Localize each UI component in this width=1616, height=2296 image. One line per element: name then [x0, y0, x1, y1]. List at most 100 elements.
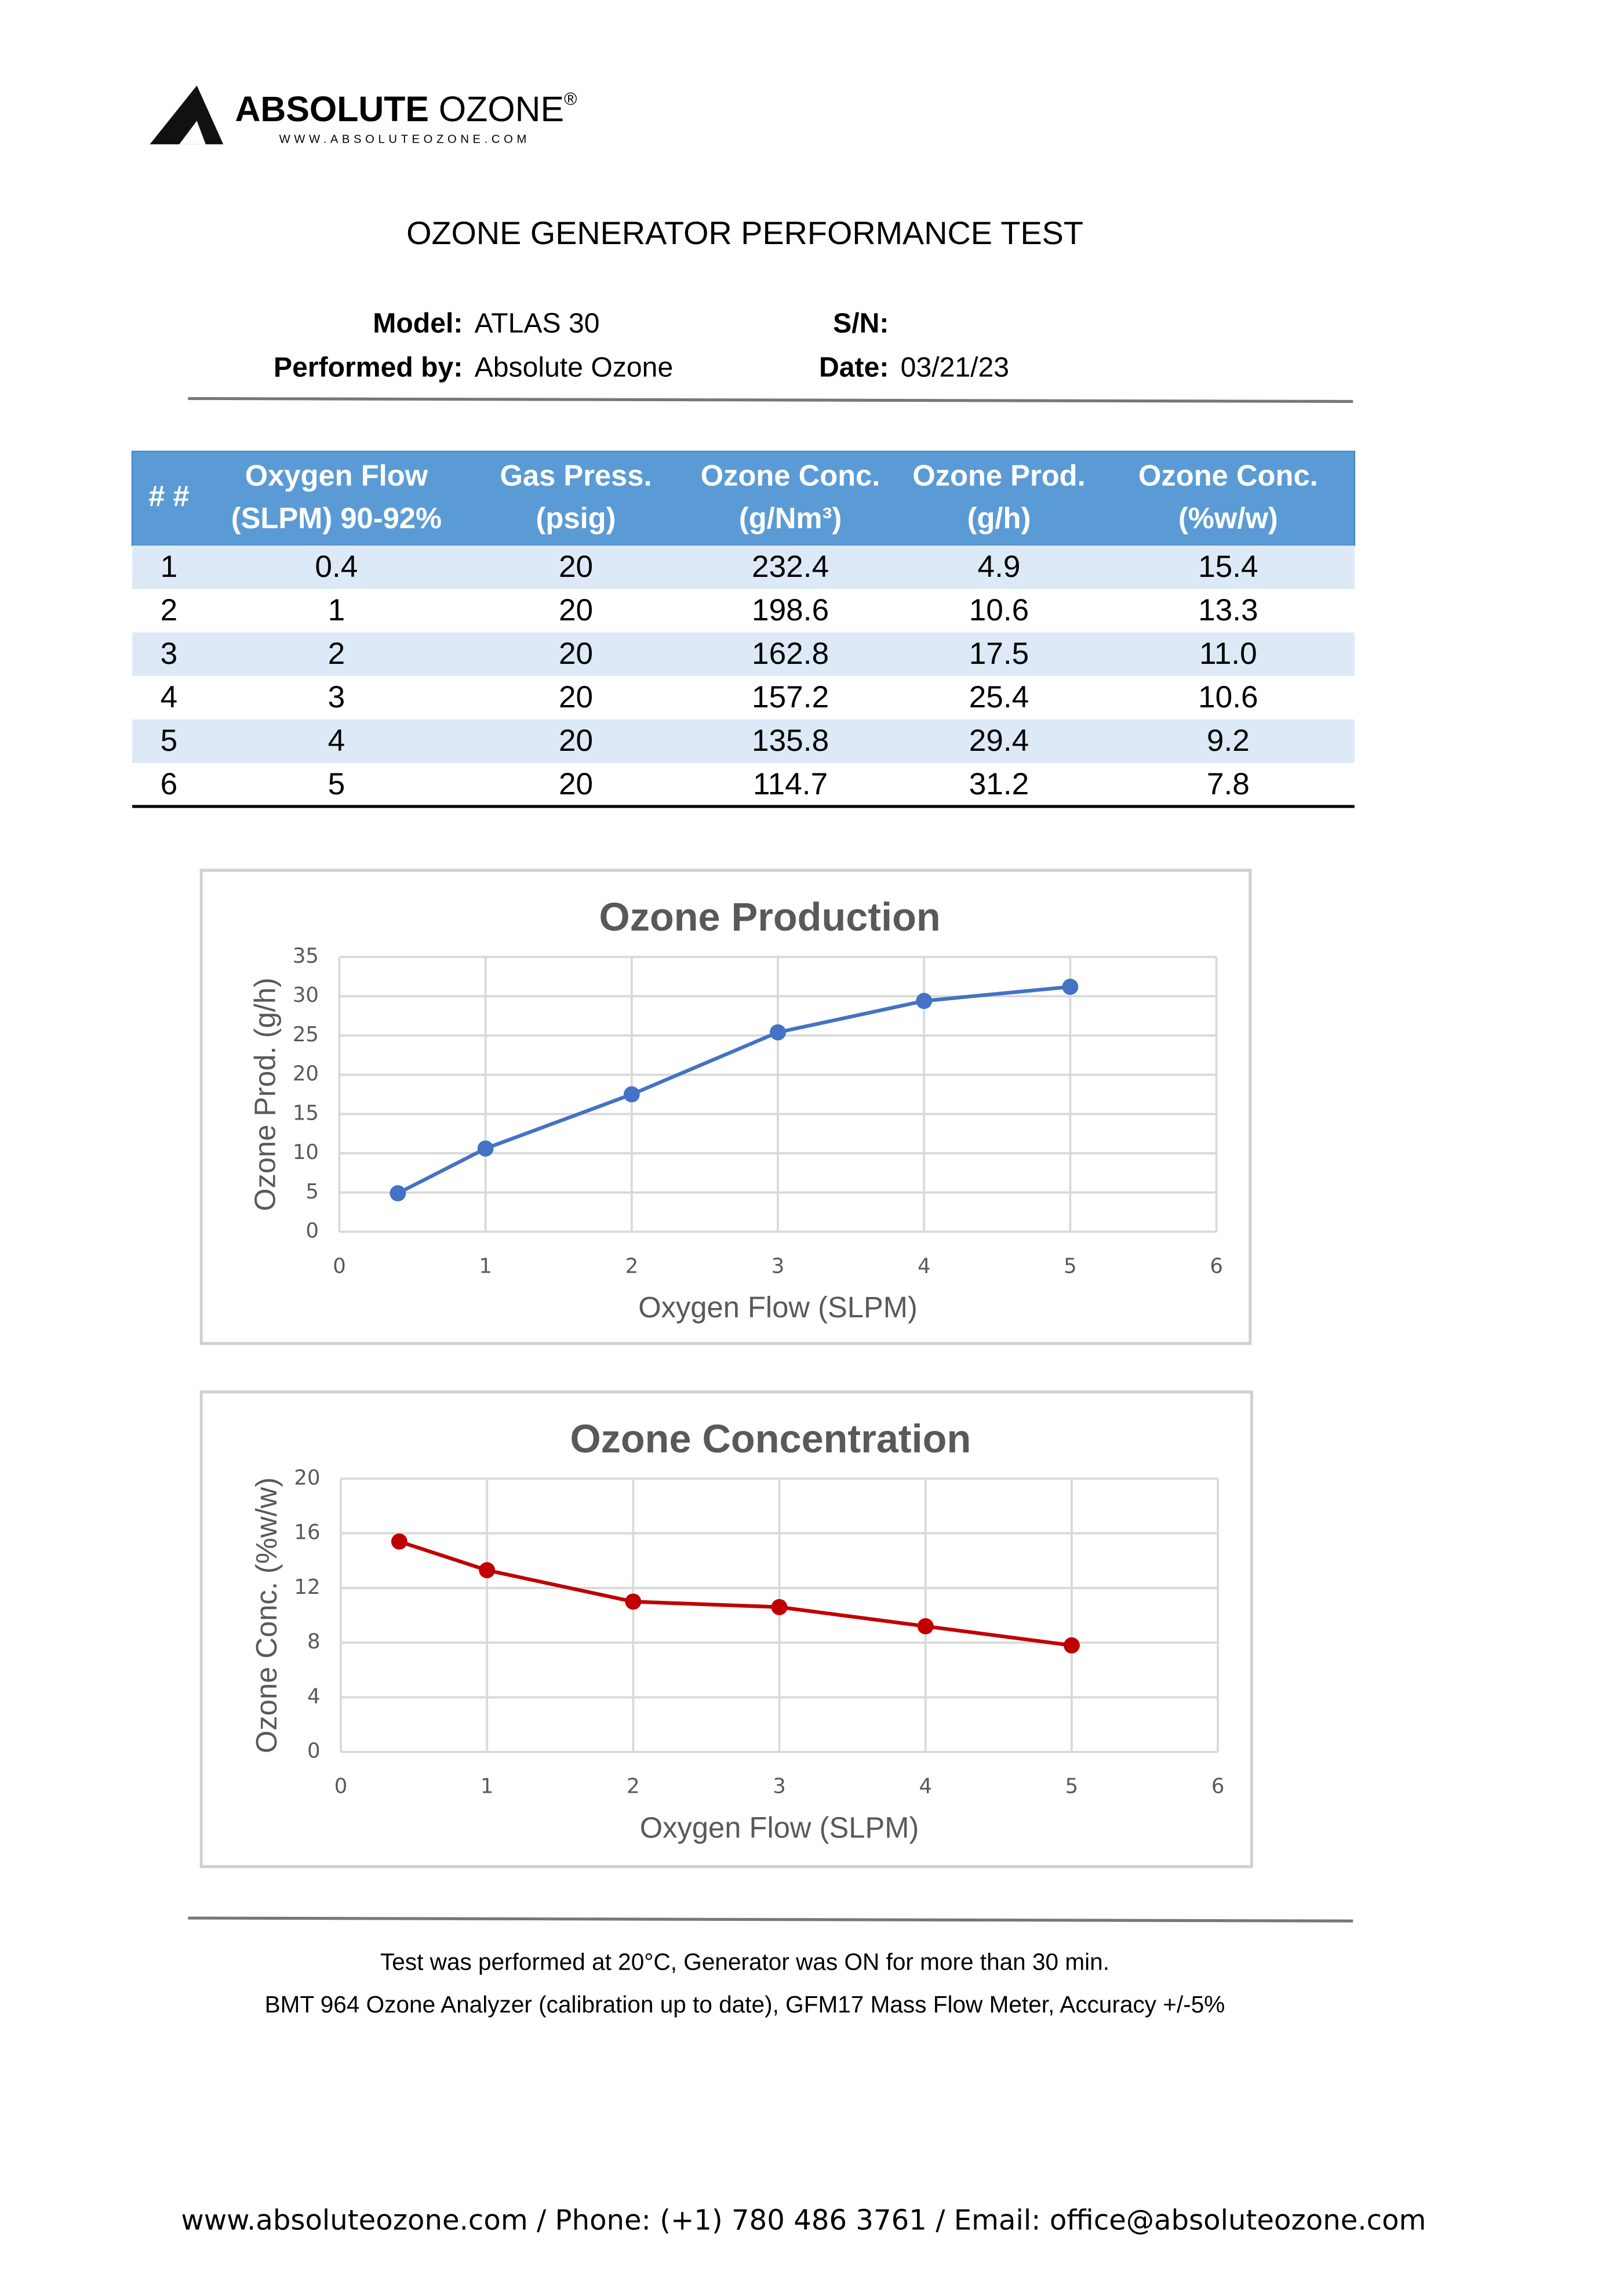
- y-tick-label: 5: [305, 1180, 319, 1204]
- y-tick-label: 30: [293, 983, 319, 1007]
- table-cell: 198.6: [752, 593, 829, 627]
- data-point: [917, 1618, 934, 1634]
- info-value: 03/21/23: [901, 351, 1009, 383]
- brand-bold: ABSOLUTE: [235, 89, 429, 129]
- data-point: [625, 1593, 642, 1610]
- table-cell: 20: [559, 767, 593, 801]
- note: BMT 964 Ozone Analyzer (calibration up t…: [265, 1991, 1225, 2018]
- y-tick-label: 15: [293, 1101, 319, 1125]
- x-tick-label: 2: [625, 1254, 639, 1278]
- series-line: [396, 984, 1071, 1195]
- x-tick-label: 3: [771, 1254, 785, 1278]
- logo: ABSOLUTE OZONE®: [235, 89, 577, 129]
- table-cell: 6: [161, 767, 178, 801]
- table-cell: 2: [328, 637, 345, 671]
- x-tick-label: 5: [1064, 1254, 1077, 1278]
- table-cell: 9.2: [1207, 724, 1250, 758]
- table-header: (g/Nm³): [739, 502, 842, 535]
- logo-mark-cut: [179, 121, 206, 144]
- table-cell: 31.2: [969, 767, 1029, 801]
- chart-frame: [199, 1390, 1253, 1868]
- table-header: Ozone Prod.: [912, 459, 1086, 492]
- table-cell: 157.2: [752, 680, 829, 714]
- data-point: [1064, 1637, 1080, 1654]
- table-cell: 5: [161, 724, 178, 758]
- table-cell: 25.4: [969, 680, 1029, 714]
- y-tick-label: 20: [294, 1466, 320, 1490]
- table-cell: 20: [559, 550, 593, 584]
- chart-frame: [199, 869, 1252, 1345]
- table-cell: 0.4: [315, 550, 358, 584]
- logo-website: WWW.ABSOLUTEOZONE.COM: [279, 133, 530, 146]
- chart-title: Ozone Production: [599, 895, 941, 939]
- x-tick-label: 1: [481, 1775, 494, 1799]
- table-header: (g/h): [967, 502, 1031, 535]
- table-header: Ozone Conc.: [1138, 459, 1318, 492]
- table-cell: 4.9: [977, 550, 1020, 584]
- logo-mark: [150, 85, 224, 144]
- y-tick-label: 10: [293, 1140, 319, 1164]
- table-cell: 232.4: [752, 550, 829, 584]
- brand-mark: ®: [564, 89, 577, 109]
- table-cell: 10.6: [969, 593, 1029, 627]
- data-point: [391, 1533, 407, 1550]
- table-header: Ozone Conc.: [701, 459, 880, 492]
- table-cell: 29.4: [969, 724, 1029, 758]
- data-point: [771, 1599, 788, 1615]
- info-label: S/N:: [833, 307, 889, 339]
- x-tick-label: 4: [918, 1254, 931, 1278]
- table-cell: 1: [161, 550, 178, 584]
- divider: [188, 1916, 1353, 1923]
- info-label: Performed by:: [274, 351, 463, 383]
- y-tick-label: 35: [293, 944, 319, 968]
- table-cell: 1: [328, 593, 345, 627]
- series-line: [398, 1539, 1072, 1647]
- y-axis-label: Ozone Prod. (g/h): [249, 978, 282, 1211]
- y-tick-label: 0: [307, 1739, 321, 1763]
- data-point: [623, 1086, 640, 1103]
- y-tick-label: 25: [293, 1023, 319, 1047]
- table-cell: 7.8: [1207, 767, 1250, 801]
- table-header: (%w/w): [1178, 502, 1278, 535]
- table-cell: 135.8: [752, 724, 829, 758]
- table-cell: 11.0: [1199, 637, 1257, 671]
- y-tick-label: 16: [294, 1521, 320, 1545]
- title: OZONE GENERATOR PERFORMANCE TEST: [406, 215, 1083, 251]
- table-header: (psig): [536, 502, 616, 535]
- brand-light: OZONE: [439, 89, 564, 129]
- table-cell: 15.4: [1198, 550, 1258, 584]
- y-tick-label: 4: [307, 1684, 321, 1708]
- y-tick-label: 0: [305, 1219, 319, 1243]
- table-cell: 10.6: [1198, 680, 1258, 714]
- x-tick-label: 3: [773, 1775, 786, 1799]
- info-label: Model:: [373, 307, 463, 339]
- table-cell: 3: [161, 637, 178, 671]
- x-tick-label: 0: [333, 1254, 346, 1278]
- table-cell: 20: [559, 680, 593, 714]
- table-cell: 2: [161, 593, 178, 627]
- table-cell: 20: [559, 724, 593, 758]
- table-row-bg: [132, 545, 1355, 589]
- x-axis-label: Oxygen Flow (SLPM): [638, 1291, 918, 1324]
- data-point: [390, 1185, 406, 1202]
- y-tick-label: 12: [294, 1575, 320, 1599]
- x-tick-label: 6: [1211, 1775, 1225, 1799]
- table-cell: 20: [559, 637, 593, 671]
- data-point: [479, 1562, 496, 1579]
- table-cell: 4: [161, 680, 178, 714]
- table-cell: 13.3: [1198, 593, 1258, 627]
- note: Test was performed at 20°C, Generator wa…: [380, 1948, 1109, 1975]
- table-cell: 5: [328, 767, 345, 801]
- data-point: [1062, 979, 1079, 995]
- table-header-bg: [131, 451, 1356, 547]
- table-cell: 4: [328, 724, 345, 758]
- table-header: (SLPM) 90-92%: [231, 502, 442, 535]
- table-cell: 3: [328, 680, 345, 714]
- x-tick-label: 0: [334, 1775, 348, 1799]
- table-cell: 162.8: [752, 637, 829, 671]
- y-tick-label: 8: [307, 1630, 321, 1654]
- info-label: Date:: [819, 351, 889, 383]
- x-axis-label: Oxygen Flow (SLPM): [640, 1811, 919, 1844]
